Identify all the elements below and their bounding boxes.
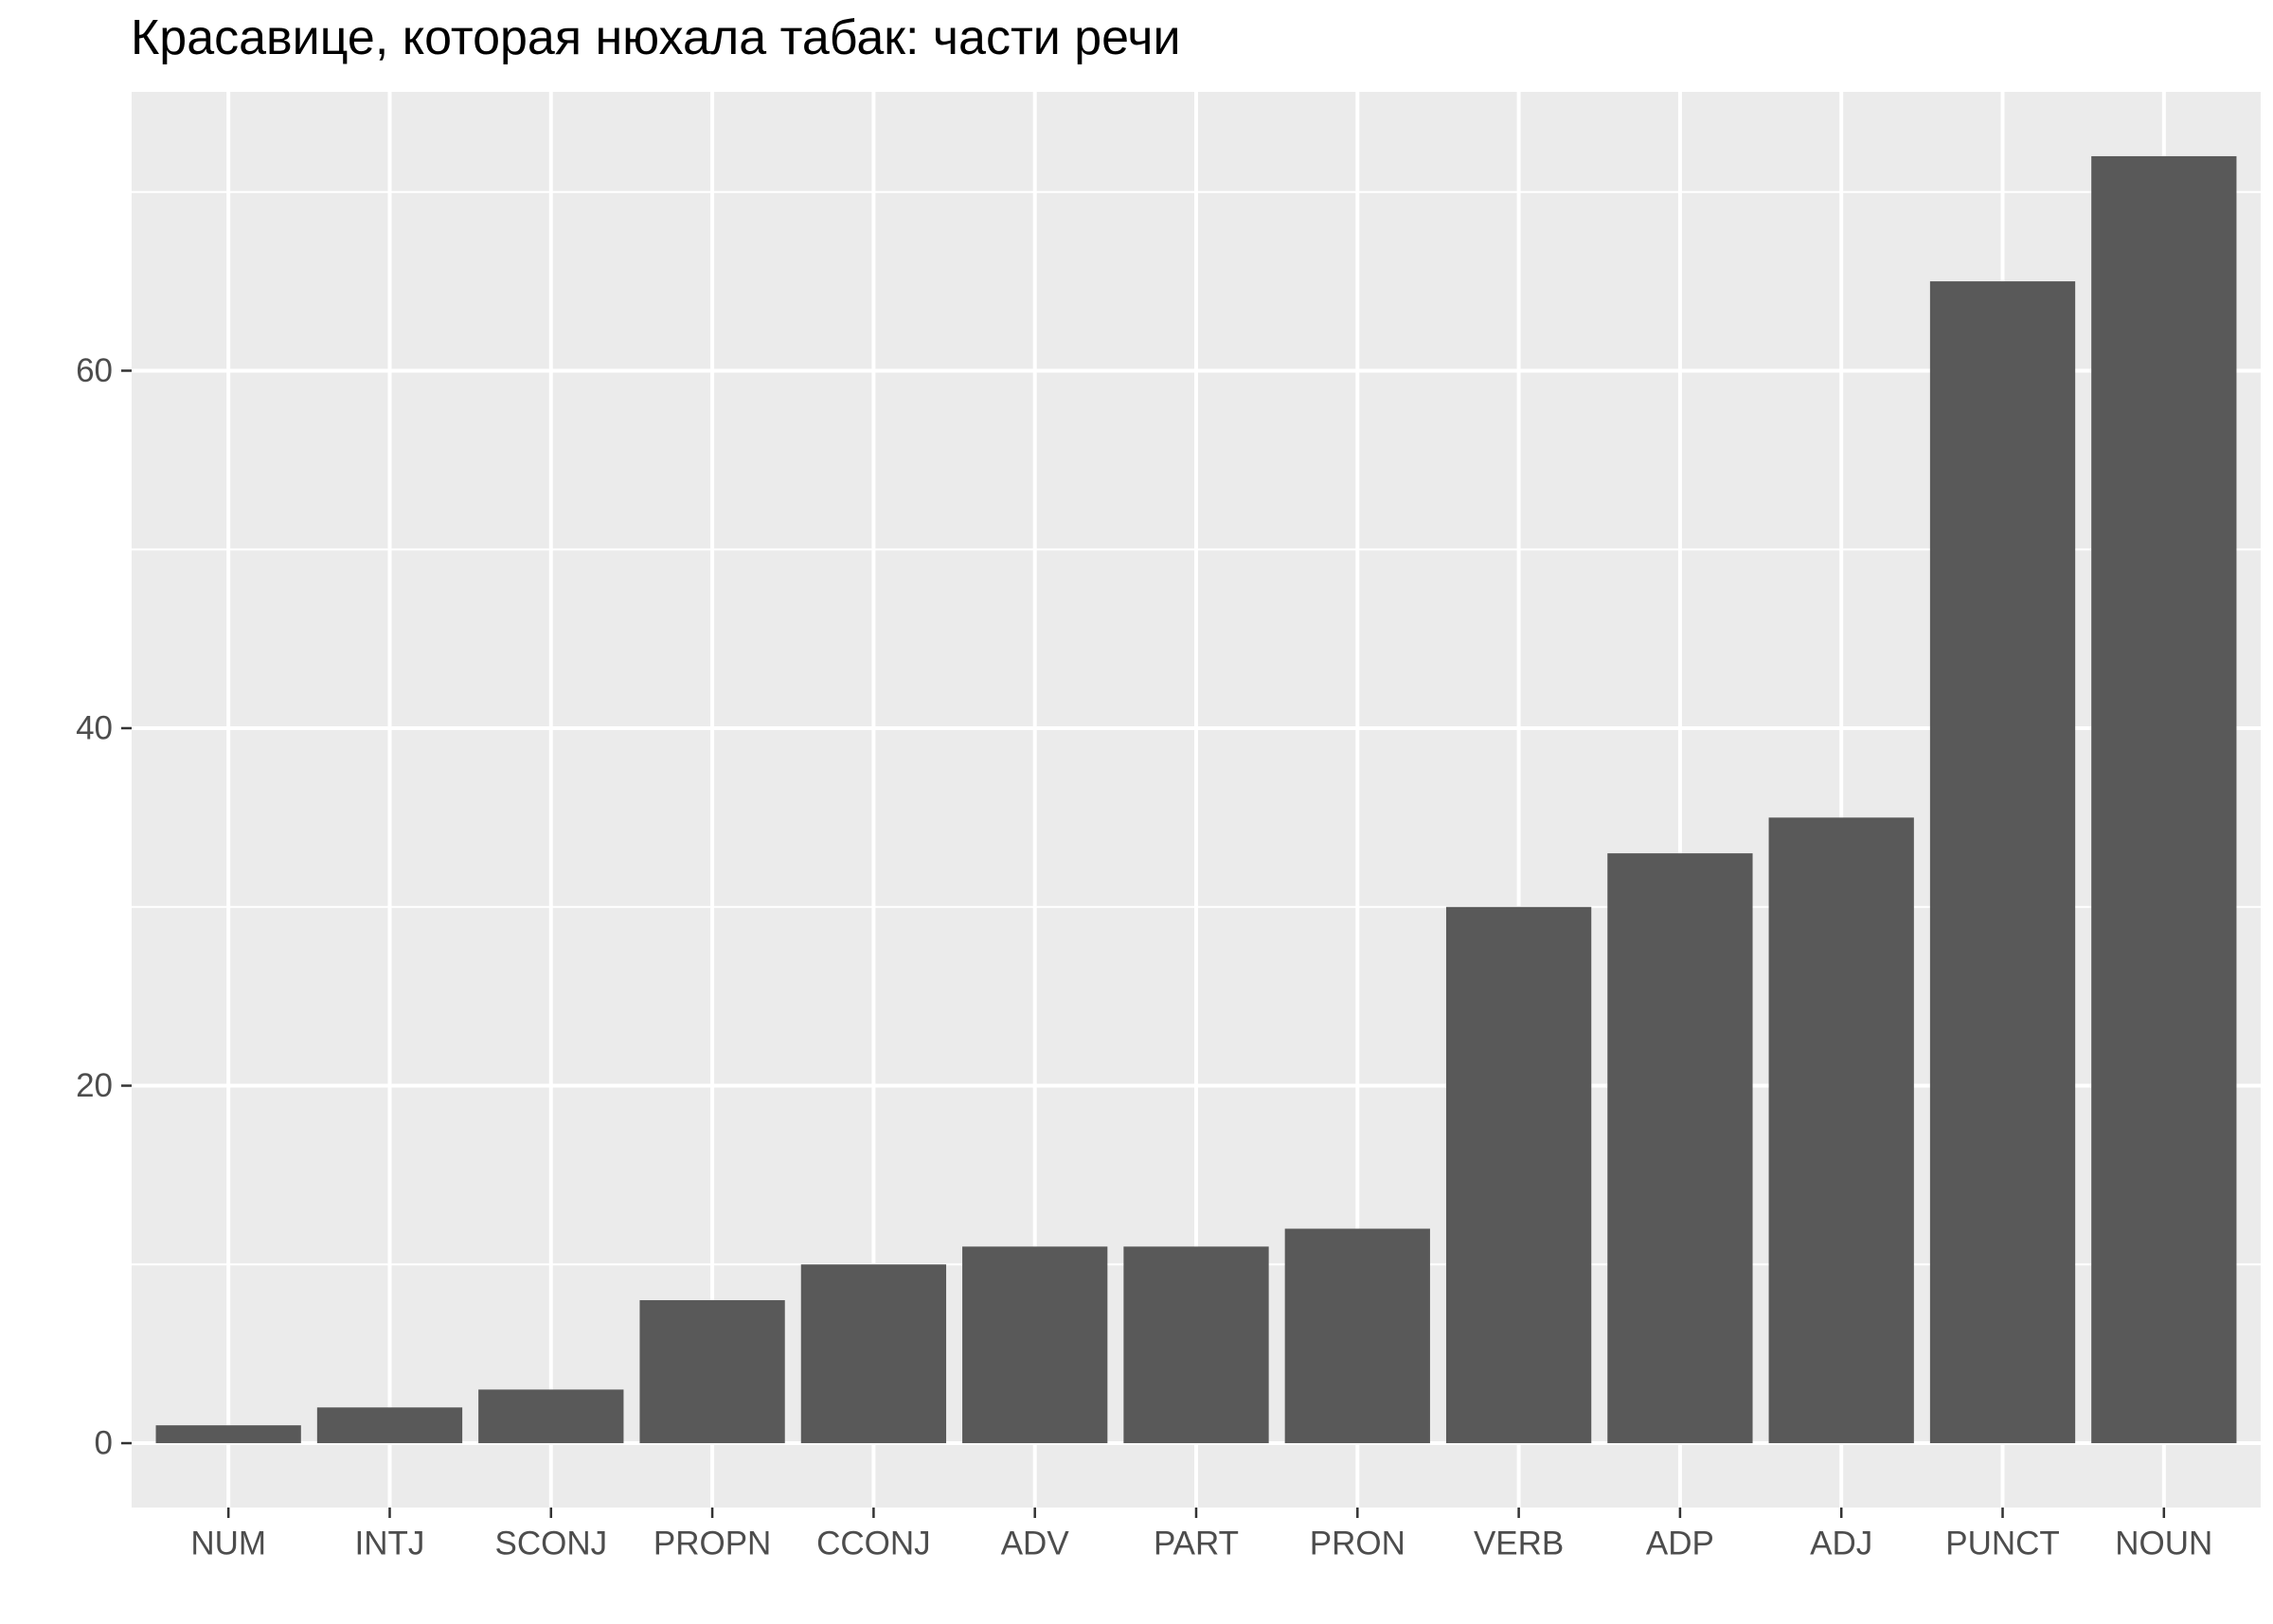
- y-tick-label: 0: [95, 1425, 113, 1462]
- bar-cconj: [800, 1264, 947, 1444]
- bar-adj: [1768, 817, 1914, 1444]
- bar-intj: [316, 1407, 463, 1444]
- y-tick-label: 40: [76, 709, 113, 746]
- bars: [155, 155, 2237, 1444]
- bar-verb: [1445, 906, 1592, 1444]
- x-tick-label: CCONJ: [816, 1526, 931, 1562]
- x-tick-label: ADJ: [1810, 1526, 1872, 1562]
- x-tick-label: PART: [1154, 1526, 1239, 1562]
- bar-num: [155, 1425, 301, 1444]
- x-tick-label: PUNCT: [1945, 1526, 2060, 1562]
- bar-pron: [1284, 1228, 1430, 1444]
- x-tick-label: NUM: [190, 1526, 266, 1562]
- bar-adv: [962, 1246, 1108, 1444]
- y-axis: 0 20 40 60: [76, 352, 132, 1462]
- bar-part: [1123, 1246, 1269, 1444]
- bar-adp: [1607, 853, 1753, 1444]
- bar-sconj: [478, 1389, 624, 1444]
- x-tick-label: INTJ: [355, 1526, 425, 1562]
- x-tick-label: SCONJ: [494, 1526, 607, 1562]
- y-tick-label: 20: [76, 1067, 113, 1104]
- x-tick-label: VERB: [1474, 1526, 1564, 1562]
- bar-punct: [1929, 281, 2076, 1444]
- y-tick-label: 60: [76, 352, 113, 389]
- x-tick-label: NOUN: [2115, 1526, 2212, 1562]
- x-tick-label: ADP: [1646, 1526, 1714, 1562]
- x-tick-label: ADV: [1001, 1526, 1070, 1562]
- bar-propn: [639, 1300, 785, 1444]
- x-tick-label: PRON: [1310, 1526, 1405, 1562]
- x-tick-label: PROPN: [653, 1526, 771, 1562]
- x-axis: NUM INTJ SCONJ PROPN CCONJ ADV PART PRON VERB ADP…: [190, 1508, 2212, 1562]
- bar-noun: [2091, 155, 2237, 1444]
- chart-title: Красавице, которая нюхала табак: части р…: [131, 10, 1181, 65]
